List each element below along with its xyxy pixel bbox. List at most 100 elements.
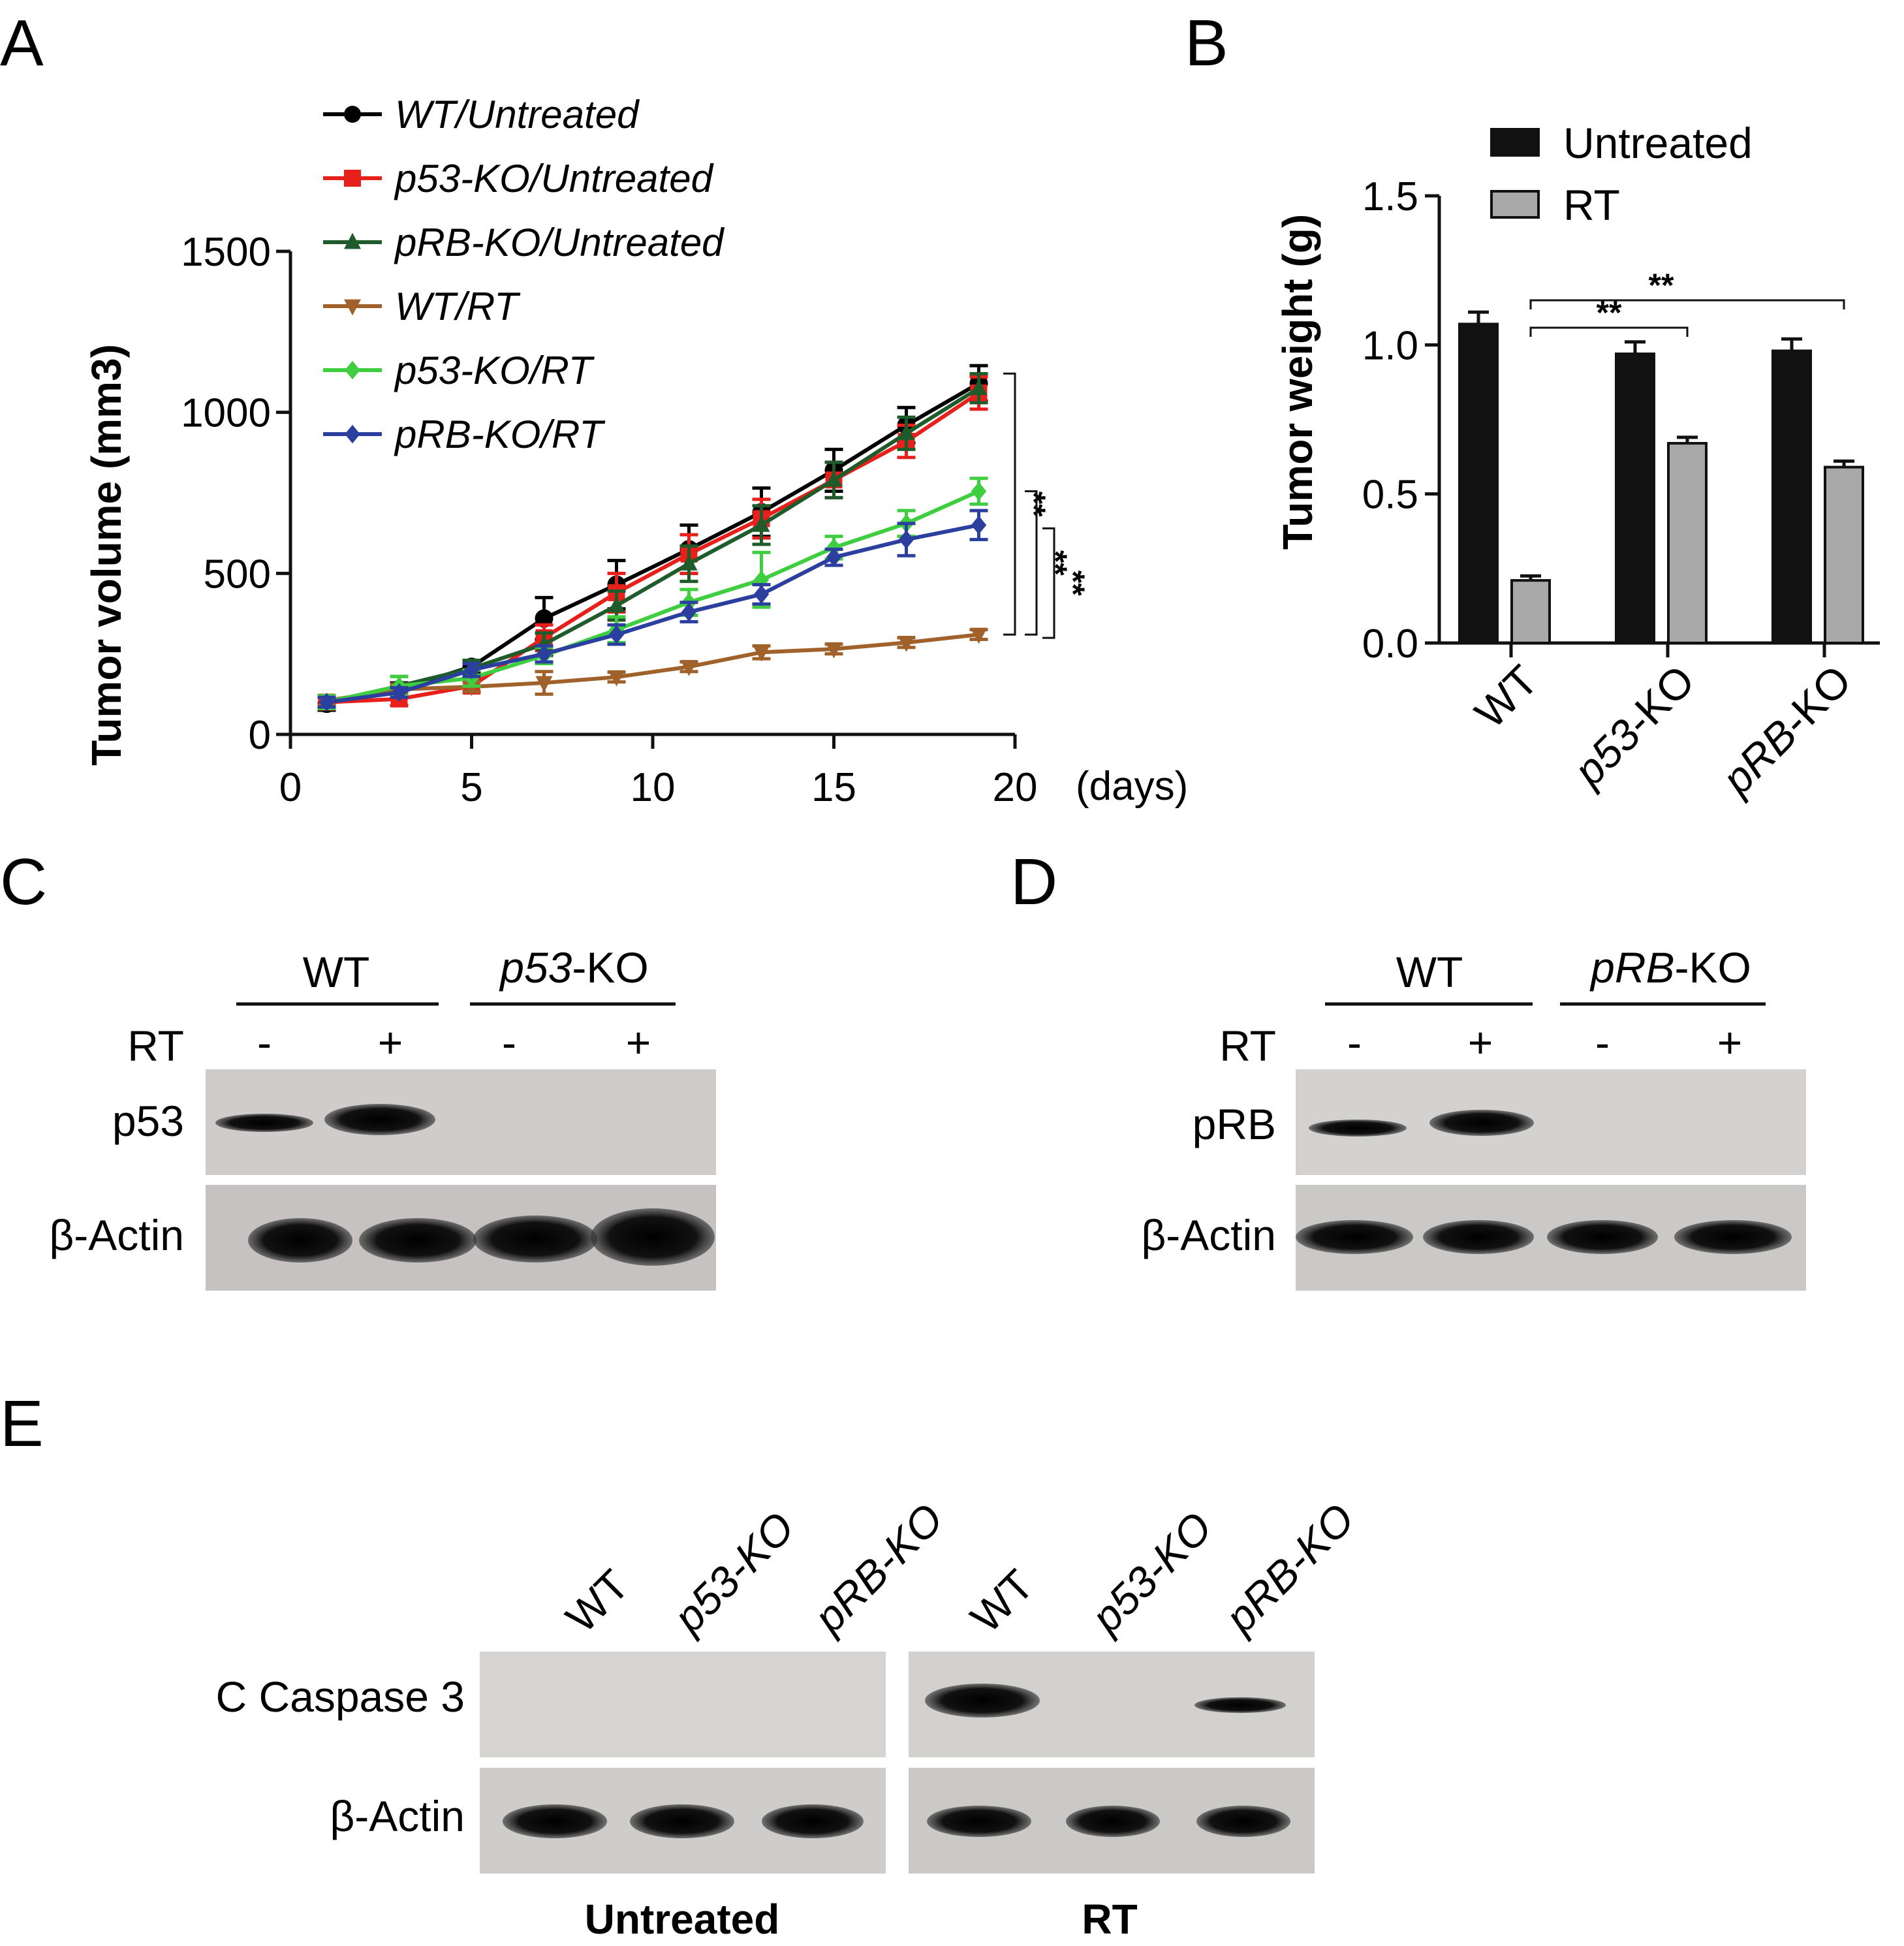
data-point <box>391 683 407 702</box>
data-point <box>971 516 987 535</box>
data-point <box>608 670 625 687</box>
series <box>317 509 988 712</box>
band <box>248 1218 352 1263</box>
x-tick-label: 15 <box>811 765 856 810</box>
significance-bracket <box>1025 490 1038 636</box>
legend-label: p53-KO/RT <box>394 349 595 392</box>
data-point <box>344 299 361 316</box>
data-point <box>970 627 988 644</box>
row-label: β-Actin <box>330 1792 465 1840</box>
series <box>317 627 988 710</box>
legend-label: RT <box>1563 181 1620 229</box>
lane-label: p53-KO <box>663 1503 804 1643</box>
band <box>1194 1697 1286 1713</box>
data-point <box>753 585 770 604</box>
significance-bracket <box>1529 326 1689 337</box>
band <box>503 1804 607 1838</box>
bar <box>1615 353 1655 644</box>
legend-label: WT/RT <box>395 285 521 328</box>
panel-letter-a: A <box>0 7 44 80</box>
condition-label: RT <box>1082 1896 1137 1943</box>
legend-label: pRB-KO/Untreated <box>394 221 725 264</box>
row-label: β-Actin <box>1141 1211 1276 1259</box>
y-tick-label: 1.5 <box>1362 174 1418 219</box>
bar <box>1458 322 1499 644</box>
series-line <box>326 391 980 704</box>
significance-label: ** <box>1649 267 1674 304</box>
y-axis-title: Tumor volume (mm3) <box>83 344 130 766</box>
lane-sign: - <box>1595 1018 1610 1067</box>
band <box>762 1804 864 1838</box>
x-tick-label: WT <box>1465 656 1547 738</box>
condition-label: Untreated <box>585 1896 780 1943</box>
lane-label: p53-KO <box>1081 1503 1221 1643</box>
data-point <box>463 680 480 697</box>
lane-sign: - <box>257 1018 272 1067</box>
band <box>1429 1110 1534 1136</box>
panel-letter-d: D <box>1010 845 1057 918</box>
lane-sign: - <box>502 1018 516 1067</box>
band <box>591 1208 715 1266</box>
lane-label: pRB-KO <box>804 1494 952 1643</box>
lane-label: WT <box>557 1560 638 1642</box>
data-point <box>753 516 770 532</box>
data-point <box>825 470 843 487</box>
data-point <box>897 636 915 652</box>
band <box>927 1806 1031 1837</box>
data-point <box>535 676 553 693</box>
y-tick-label: 1.0 <box>1362 323 1418 368</box>
band <box>925 1684 1040 1718</box>
bar-chart: Tumor weight (g) 0.0 0.5 1.0 1.5 WTp53-KOpRB… <box>1274 119 1880 804</box>
band <box>1547 1220 1658 1254</box>
band <box>1066 1806 1160 1837</box>
x-tick-label: 20 <box>993 765 1038 810</box>
data-point <box>536 644 552 663</box>
x-tick-label: 0 <box>279 765 302 810</box>
lane-sign: + <box>1468 1018 1493 1067</box>
series-line <box>326 633 979 703</box>
band <box>1196 1806 1290 1837</box>
lane-sign: - <box>1347 1018 1362 1067</box>
band <box>1423 1220 1534 1254</box>
bar <box>1771 349 1812 644</box>
data-point <box>825 642 843 659</box>
y-axis-title: Tumor weight (g) <box>1274 214 1321 550</box>
series-line <box>326 386 980 704</box>
lane-sign: + <box>1717 1018 1743 1067</box>
panel-letter-b: B <box>1185 7 1228 80</box>
data-point <box>898 530 914 549</box>
western-blot-d: WT pRB-KO RT - + - + pRB β-Actin <box>1141 943 1806 1291</box>
line-chart: Tumor volume (mm3) (days) 0 500 1000 1500 0 5… <box>83 93 1188 810</box>
group-label: pRB-KO <box>1589 943 1751 992</box>
bar <box>1667 442 1708 644</box>
data-point <box>971 482 987 501</box>
significance-bracket <box>1529 299 1845 309</box>
data-point <box>897 424 915 441</box>
y-tick-label: 1500 <box>181 230 271 275</box>
band <box>1674 1220 1792 1254</box>
western-blot-c: WT p53-KO RT - + - + p53 β-Actin <box>49 943 716 1291</box>
band <box>215 1114 313 1132</box>
y-tick-label: 0.5 <box>1362 473 1418 518</box>
western-blot-e: WT p53-KO pRB-KO WT p53-KO pRB-KO C Casp… <box>215 1494 1363 1943</box>
band <box>630 1804 734 1838</box>
bar <box>1510 579 1551 644</box>
lane-label: pRB-KO <box>1215 1494 1364 1643</box>
panel-letter-e: E <box>0 1387 44 1460</box>
data-point <box>680 554 698 571</box>
row-label: pRB <box>1193 1100 1276 1148</box>
x-tick-label: pRB-KO <box>1711 656 1860 805</box>
data-point <box>345 424 360 444</box>
lane-sign: + <box>626 1018 651 1067</box>
band <box>473 1216 597 1263</box>
x-tick-label: 10 <box>631 765 676 810</box>
significance-bracket <box>1042 527 1055 639</box>
y-tick-label: 500 <box>204 552 271 597</box>
y-tick-label: 0 <box>249 713 271 758</box>
significance-bracket <box>1003 372 1016 636</box>
lane-label: WT <box>961 1560 1043 1642</box>
y-tick-label: 0.0 <box>1362 621 1418 667</box>
legend-label: WT/Untreated <box>395 93 640 136</box>
group-label: p53-KO <box>499 943 648 992</box>
row-label: p53 <box>112 1097 184 1145</box>
